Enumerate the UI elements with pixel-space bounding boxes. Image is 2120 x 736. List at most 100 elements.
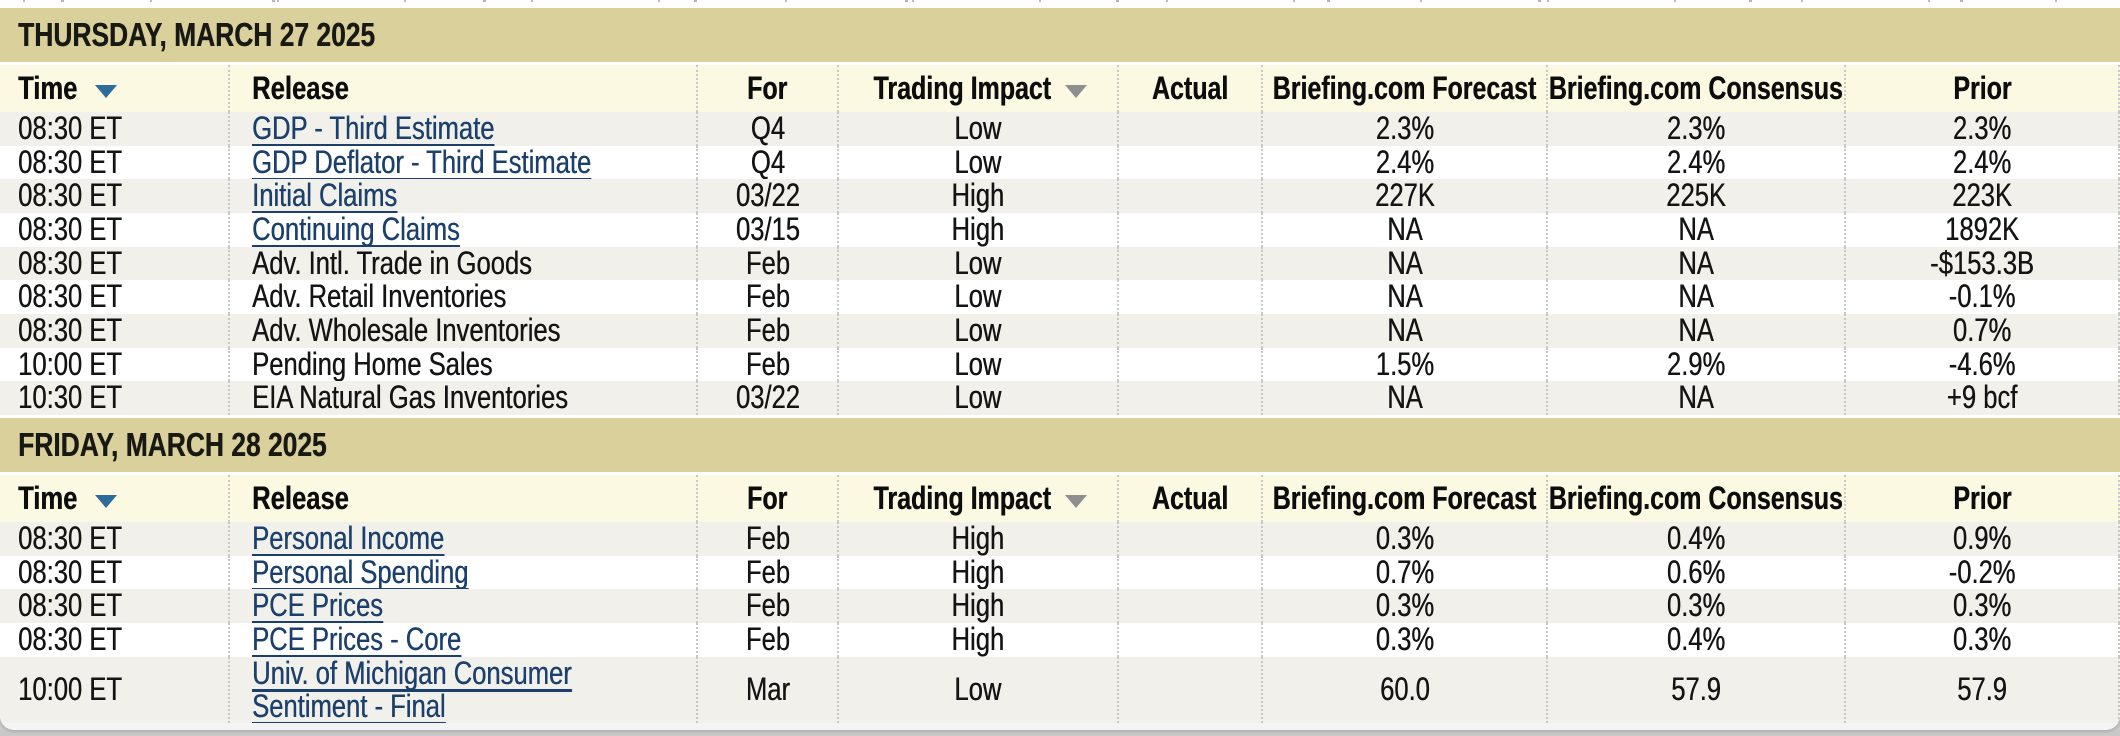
for-cell: Q4 xyxy=(696,112,837,146)
time-cell: 08:30 ET xyxy=(0,522,228,556)
column-header-for: For xyxy=(696,65,837,112)
time-cell: 08:30 ET xyxy=(0,213,228,247)
for-cell: 03/22 xyxy=(696,381,837,416)
release-cell: EIA Natural Gas Inventories xyxy=(228,381,696,416)
actual-cell xyxy=(1117,623,1261,657)
trading-impact-cell: High xyxy=(837,555,1117,590)
time-cell: 08:30 ET xyxy=(0,555,228,590)
consensus-cell: NA xyxy=(1546,381,1844,416)
release-link[interactable]: GDP Deflator - Third Estimate xyxy=(252,145,592,180)
actual-cell xyxy=(1117,381,1261,416)
prior-cell: 2.4% xyxy=(1844,145,2120,180)
date-band-thursday-label: THURSDAY, MARCH 27 2025 xyxy=(18,16,376,53)
prior-cell: 0.3% xyxy=(1844,589,2120,624)
trading-impact-cell: Low xyxy=(837,280,1117,315)
prior-cell: +9 bcf xyxy=(1844,381,2120,416)
prior-cell: 0.7% xyxy=(1844,314,2120,348)
cutoff-row-remnant xyxy=(0,0,2120,5)
table-row: 10:00 ET Pending Home Sales Feb Low 1.5%… xyxy=(0,347,2120,382)
release-link[interactable]: Univ. of Michigan Consumer Sentiment - F… xyxy=(252,656,572,723)
for-cell: Feb xyxy=(696,589,837,624)
trading-impact-cell: Low xyxy=(837,246,1117,281)
prior-cell: -0.2% xyxy=(1844,555,2120,590)
header-row: Time Release For Trading Impact Actual B… xyxy=(0,65,2120,112)
forecast-cell: 60.0 xyxy=(1261,656,1546,723)
forecast-cell: 0.3% xyxy=(1261,589,1546,624)
trading-impact-cell: High xyxy=(837,179,1117,214)
release-link[interactable]: PCE Prices xyxy=(252,589,383,624)
trading-impact-cell: High xyxy=(837,589,1117,624)
prior-cell: 1892K xyxy=(1844,213,2120,247)
trading-impact-cell: Low xyxy=(837,656,1117,723)
actual-cell xyxy=(1117,112,1261,146)
column-header-forecast: Briefing.com Forecast xyxy=(1261,475,1546,523)
forecast-cell: 0.7% xyxy=(1261,555,1546,590)
trading-impact-cell: High xyxy=(837,213,1117,247)
column-header-release: Release xyxy=(228,475,696,523)
prior-cell: -$153.3B xyxy=(1844,246,2120,281)
prior-cell: -4.6% xyxy=(1844,347,2120,382)
release-link[interactable]: GDP - Third Estimate xyxy=(252,112,495,146)
header-row: Time Release For Trading Impact Actual B… xyxy=(0,475,2120,523)
time-cell: 08:30 ET xyxy=(0,112,228,146)
release-link[interactable]: Initial Claims xyxy=(252,179,398,214)
table-row: 08:30 ET Adv. Intl. Trade in Goods Feb L… xyxy=(0,246,2120,281)
prior-cell: 223K xyxy=(1844,179,2120,214)
date-band-thursday: THURSDAY, MARCH 27 2025 xyxy=(0,5,2120,65)
forecast-cell: 2.4% xyxy=(1261,145,1546,180)
trading-impact-cell: Low xyxy=(837,314,1117,348)
trading-impact-filter-icon[interactable] xyxy=(1065,84,1087,98)
release-link[interactable]: Personal Income xyxy=(252,522,445,556)
forecast-cell: 2.3% xyxy=(1261,112,1546,146)
table-row: 08:30 ET GDP Deflator - Third Estimate Q… xyxy=(0,145,2120,180)
time-cell: 10:00 ET xyxy=(0,347,228,382)
column-header-time[interactable]: Time xyxy=(0,65,228,112)
forecast-cell: NA xyxy=(1261,381,1546,416)
release-link[interactable]: Continuing Claims xyxy=(252,213,460,247)
release-cell: PCE Prices xyxy=(228,589,696,624)
forecast-cell: NA xyxy=(1261,246,1546,281)
forecast-cell: NA xyxy=(1261,314,1546,348)
consensus-cell: 57.9 xyxy=(1546,656,1844,723)
actual-cell xyxy=(1117,213,1261,247)
release-cell: GDP Deflator - Third Estimate xyxy=(228,145,696,180)
time-sort-icon[interactable] xyxy=(95,494,117,508)
prior-cell: -0.1% xyxy=(1844,280,2120,315)
consensus-cell: NA xyxy=(1546,246,1844,281)
column-header-time[interactable]: Time xyxy=(0,475,228,523)
time-cell: 10:00 ET xyxy=(0,656,228,723)
for-cell: Feb xyxy=(696,280,837,315)
actual-cell xyxy=(1117,145,1261,180)
for-cell: Feb xyxy=(696,347,837,382)
release-link[interactable]: Personal Spending xyxy=(252,555,469,590)
release-link[interactable]: PCE Prices - Core xyxy=(252,623,462,657)
actual-cell xyxy=(1117,589,1261,624)
calendar-table-friday: Time Release For Trading Impact Actual B… xyxy=(0,475,2120,723)
trading-impact-cell: Low xyxy=(837,347,1117,382)
time-sort-icon[interactable] xyxy=(95,84,117,98)
release-cell: Initial Claims xyxy=(228,179,696,214)
table-row: 08:30 ET PCE Prices Feb High 0.3% 0.3% 0… xyxy=(0,589,2120,624)
trading-impact-cell: Low xyxy=(837,112,1117,146)
time-cell: 08:30 ET xyxy=(0,589,228,624)
release-cell: Personal Income xyxy=(228,522,696,556)
trading-impact-filter-icon[interactable] xyxy=(1065,494,1087,508)
actual-cell xyxy=(1117,555,1261,590)
release-cell: GDP - Third Estimate xyxy=(228,112,696,146)
for-cell: Feb xyxy=(696,623,837,657)
time-cell: 08:30 ET xyxy=(0,623,228,657)
prior-cell: 0.9% xyxy=(1844,522,2120,556)
release-cell: PCE Prices - Core xyxy=(228,623,696,657)
release-cell: Continuing Claims xyxy=(228,213,696,247)
column-header-actual: Actual xyxy=(1117,475,1261,523)
forecast-cell: 1.5% xyxy=(1261,347,1546,382)
time-cell: 08:30 ET xyxy=(0,314,228,348)
actual-cell xyxy=(1117,314,1261,348)
for-cell: Feb xyxy=(696,246,837,281)
date-band-friday: FRIDAY, MARCH 28 2025 xyxy=(0,415,2120,476)
calendar-table-thursday: Time Release For Trading Impact Actual B… xyxy=(0,65,2120,416)
actual-cell xyxy=(1117,522,1261,556)
table-row: 08:30 ET Personal Spending Feb High 0.7%… xyxy=(0,555,2120,590)
column-header-trading-impact: Trading Impact xyxy=(837,65,1117,112)
